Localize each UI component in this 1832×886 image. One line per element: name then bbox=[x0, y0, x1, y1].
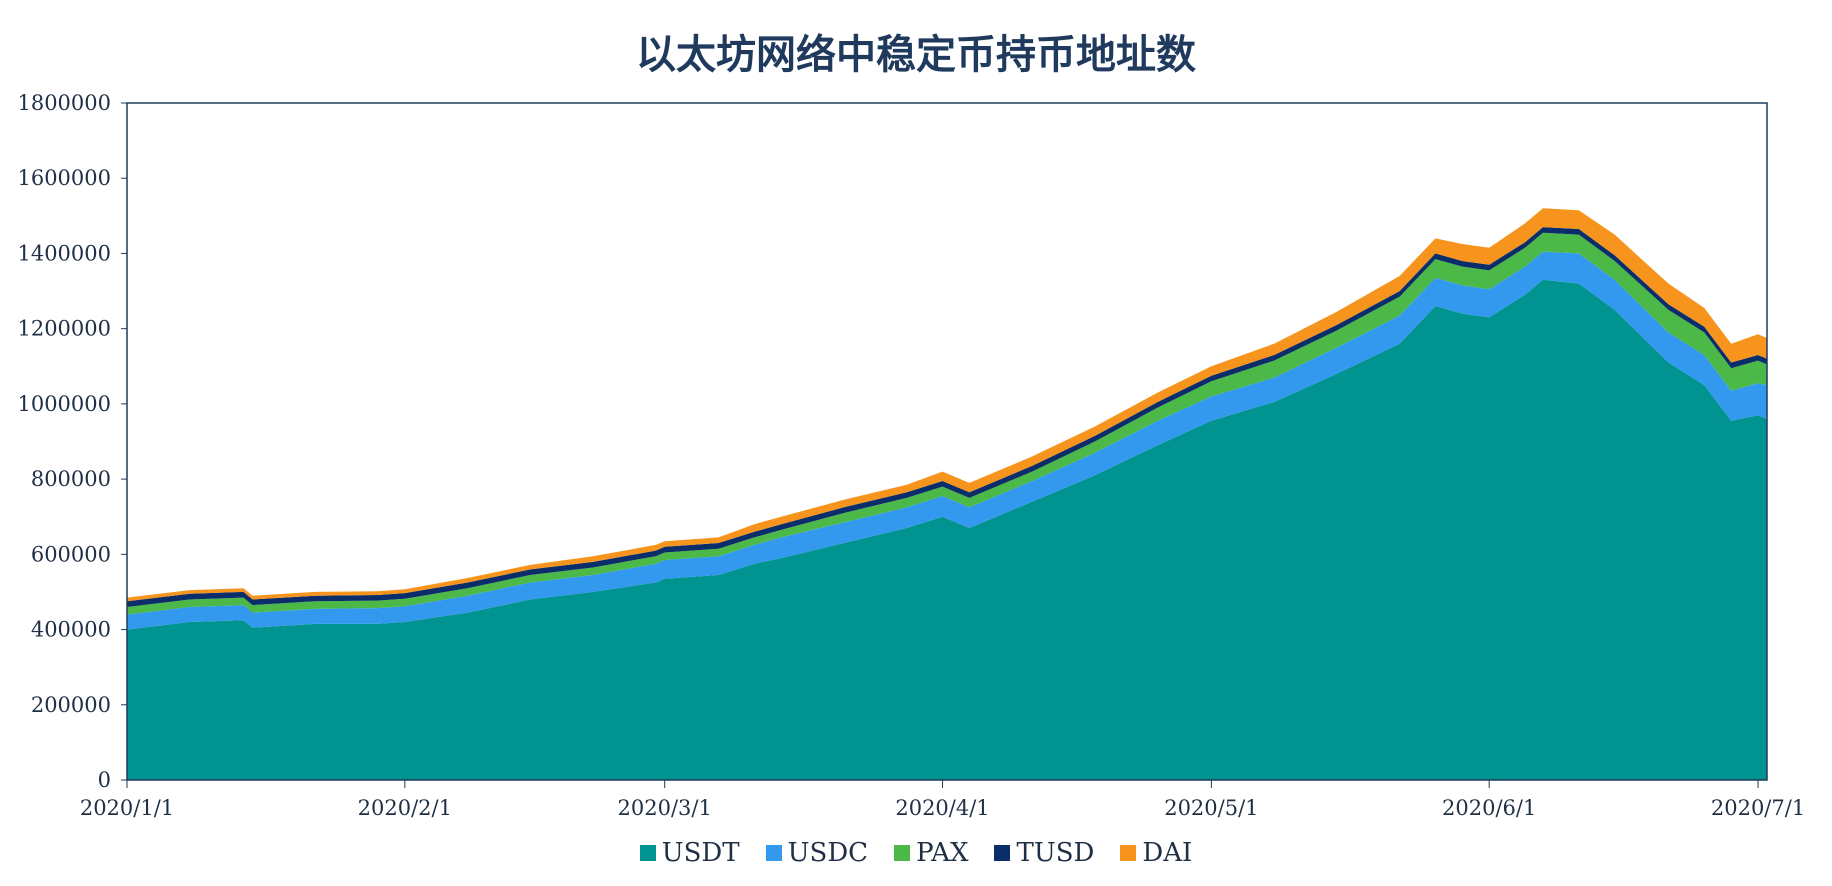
x-tick-label: 2020/7/1 bbox=[1711, 796, 1805, 820]
x-tick-label: 2020/6/1 bbox=[1442, 796, 1536, 820]
y-tick-label: 800000 bbox=[31, 467, 111, 491]
y-axis: 0 200000 400000 600000 800000 1000000 1200000 1… bbox=[17, 91, 127, 792]
legend-label: USDT bbox=[661, 838, 740, 868]
x-tick-label: 2020/3/1 bbox=[618, 796, 712, 820]
x-tick-label: 2020/2/1 bbox=[358, 796, 452, 820]
area-usdc bbox=[127, 251, 1767, 630]
legend-swatch-usdc bbox=[765, 845, 782, 861]
area-layers bbox=[127, 208, 1767, 780]
legend-item-tusd: TUSD bbox=[994, 838, 1094, 868]
area-pax bbox=[127, 232, 1767, 615]
x-tick-label: 2020/5/1 bbox=[1164, 796, 1258, 820]
legend-swatch-pax bbox=[894, 845, 911, 861]
x-axis: 2020/1/1 2020/2/1 2020/3/1 2020/4/1 2020/5/1… bbox=[80, 780, 1805, 820]
legend-label: USDC bbox=[787, 838, 869, 868]
y-tick-label: 600000 bbox=[31, 542, 111, 566]
y-tick-label: 1600000 bbox=[17, 166, 111, 190]
y-tick-label: 400000 bbox=[31, 618, 111, 642]
plot-frame bbox=[126, 102, 1768, 781]
y-tick-label: 1000000 bbox=[17, 392, 111, 416]
legend-item-usdt: USDT bbox=[639, 838, 740, 868]
legend-swatch-tusd bbox=[994, 845, 1011, 861]
x-tick-label: 2020/1/1 bbox=[80, 796, 174, 820]
y-tick-label: 200000 bbox=[31, 693, 111, 717]
y-tick-label: 1400000 bbox=[17, 241, 111, 265]
legend-item-pax: PAX bbox=[894, 838, 968, 868]
legend-swatch-usdt bbox=[639, 845, 656, 861]
chart-title: 以太坊网络中稳定币持币地址数 bbox=[636, 31, 1196, 78]
legend: USDT USDC PAX TUSD DAI bbox=[0, 838, 1832, 868]
legend-label: PAX bbox=[916, 838, 969, 868]
y-tick-label: 1200000 bbox=[17, 317, 111, 341]
legend-swatch-dai bbox=[1120, 845, 1137, 861]
legend-label: TUSD bbox=[1016, 838, 1095, 868]
legend-item-usdc: USDC bbox=[765, 838, 869, 868]
x-tick-label: 2020/4/1 bbox=[895, 796, 989, 820]
y-tick-label: 1800000 bbox=[17, 91, 111, 115]
legend-item-dai: DAI bbox=[1120, 838, 1192, 868]
y-tick-label: 0 bbox=[98, 768, 111, 792]
legend-label: DAI bbox=[1142, 838, 1193, 868]
area-usdt bbox=[127, 279, 1767, 780]
area-dai bbox=[127, 208, 1767, 602]
